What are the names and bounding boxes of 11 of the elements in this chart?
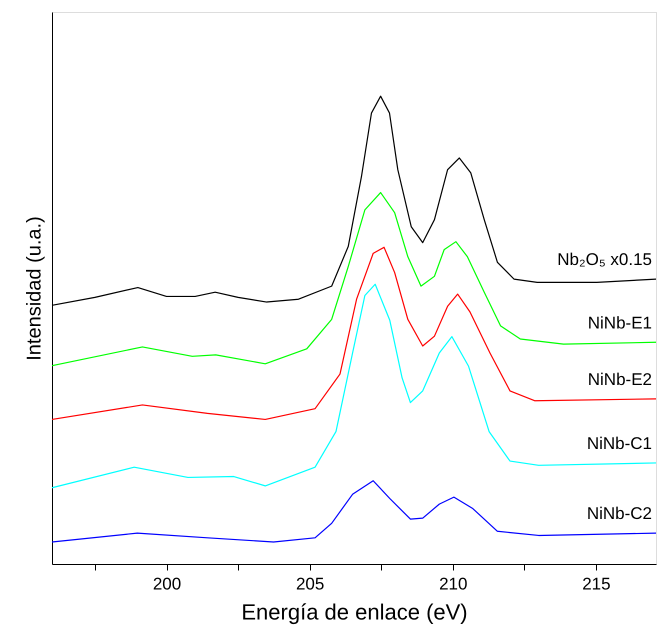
x-tick-label: 215 <box>582 574 611 594</box>
x-tick-label: 205 <box>296 574 324 594</box>
series-label: NiNb-E2 <box>588 370 652 389</box>
x-tick-label: 210 <box>439 574 468 594</box>
series-label: NiNb-C1 <box>586 434 652 453</box>
x-tick-label: 200 <box>152 574 182 594</box>
y-axis-title: Intensidad (u.a.) <box>24 216 46 361</box>
series-label: NiNb-C2 <box>586 504 652 524</box>
series-label: NiNb-E1 <box>588 313 652 332</box>
series-label: Nb₂O₅ x0.15 <box>557 250 652 270</box>
x-axis-title: Energía de enlace (eV) <box>241 600 468 624</box>
